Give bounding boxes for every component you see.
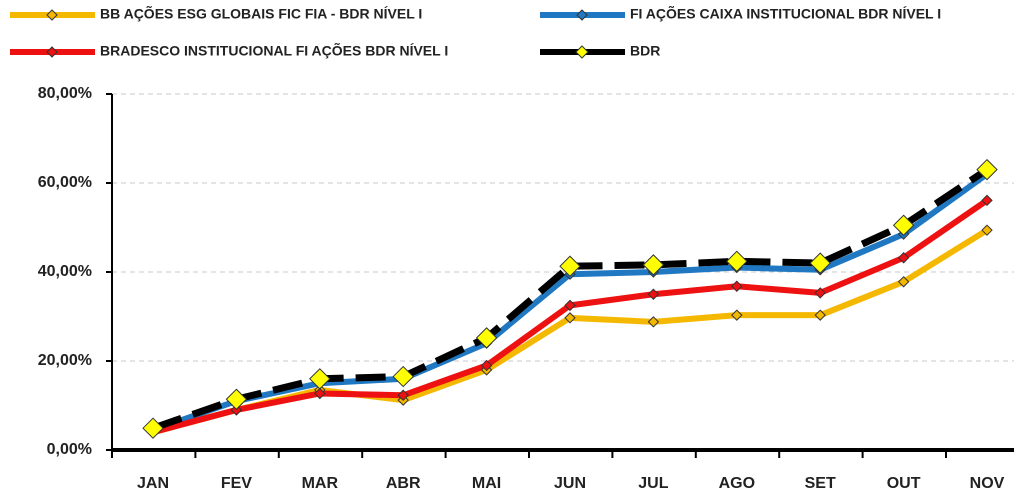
legend-marker xyxy=(575,45,589,59)
point-marker xyxy=(897,252,910,264)
point-marker xyxy=(731,280,743,292)
point-marker xyxy=(731,309,743,321)
y-tick-label: 80,00% xyxy=(38,85,92,102)
point-marker xyxy=(314,387,326,400)
series-line xyxy=(151,166,989,432)
x-tick-label: FEV xyxy=(221,475,252,492)
point-marker xyxy=(726,250,748,273)
point-marker xyxy=(559,255,581,277)
y-tick-label: 40,00% xyxy=(38,263,92,280)
y-tick-label: 20,00% xyxy=(38,352,92,369)
point-marker xyxy=(814,287,826,299)
point-marker xyxy=(892,214,915,236)
x-tick-label: JUL xyxy=(638,475,668,492)
x-tick-label: AGO xyxy=(719,475,755,492)
x-tick-label: NOV xyxy=(970,475,1005,492)
point-marker xyxy=(564,312,576,324)
legend-marker xyxy=(576,9,588,21)
x-tick-label: JAN xyxy=(137,475,169,492)
point-marker xyxy=(981,194,993,207)
x-tick-label: SET xyxy=(805,475,836,492)
x-tick-label: OUT xyxy=(887,475,921,492)
x-tick-label: JUN xyxy=(554,475,586,492)
y-tick-label: 60,00% xyxy=(38,174,92,191)
legend-marker xyxy=(46,46,58,58)
point-marker xyxy=(475,327,498,349)
point-marker xyxy=(976,158,998,181)
legend-label: BRADESCO INSTITUCIONAL FI AÇÕES BDR NÍVE… xyxy=(100,42,448,59)
legend-label: FI AÇÕES CAIXA INSTITUCIONAL BDR NÍVEL I xyxy=(630,5,941,22)
x-tick-label: MAI xyxy=(472,475,501,492)
point-marker xyxy=(392,365,414,388)
legend-label: BB AÇÕES ESG GLOBAIS FIC FIA - BDR NÍVEL… xyxy=(100,5,422,22)
point-marker xyxy=(564,299,576,312)
point-marker xyxy=(225,388,248,410)
point-marker xyxy=(981,224,993,236)
x-tick-label: ABR xyxy=(386,475,421,492)
point-marker xyxy=(142,417,164,439)
point-marker xyxy=(647,288,660,300)
point-marker xyxy=(642,254,665,276)
point-marker xyxy=(897,276,910,288)
point-marker xyxy=(814,309,826,321)
point-marker xyxy=(809,252,831,274)
point-marker xyxy=(647,316,660,328)
point-marker xyxy=(309,368,331,390)
legend-marker xyxy=(46,9,58,21)
y-tick-label: 0,00% xyxy=(47,441,92,458)
point-marker xyxy=(397,389,409,401)
x-tick-label: MAR xyxy=(302,475,339,492)
legend-label: BDR xyxy=(630,43,660,59)
point-marker xyxy=(480,359,493,372)
